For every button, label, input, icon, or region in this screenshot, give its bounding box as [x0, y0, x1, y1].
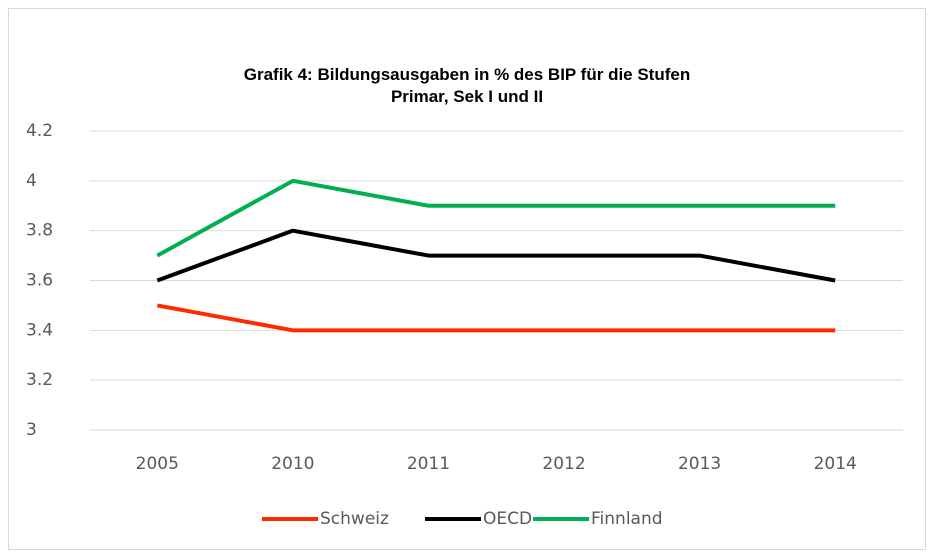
legend-label: Finnland: [591, 509, 663, 529]
y-tick-label: 3.6: [26, 271, 53, 291]
y-tick-label: 4.2: [26, 121, 53, 141]
legend-label: OECD: [483, 509, 532, 529]
y-tick-label: 4: [26, 171, 37, 191]
x-tick-label: 2005: [136, 454, 179, 474]
series-line: [156, 228, 836, 283]
y-tick-label: 3.8: [26, 221, 53, 241]
y-tick-label: 3.2: [26, 370, 53, 390]
x-tick-label: 2014: [814, 454, 857, 474]
x-tick-label: 2013: [678, 454, 721, 474]
x-tick-label: 2010: [271, 454, 314, 474]
y-tick-label: 3: [26, 420, 37, 440]
x-tick-label: 2011: [407, 454, 450, 474]
series-line: [156, 178, 836, 258]
legend-label: Schweiz: [320, 509, 389, 529]
x-tick-label: 2012: [542, 454, 585, 474]
chart-title: Grafik 4: Bildungsausgaben in % des BIP …: [243, 65, 691, 106]
series-line: [156, 303, 836, 333]
y-tick-label: 3.4: [26, 320, 53, 340]
